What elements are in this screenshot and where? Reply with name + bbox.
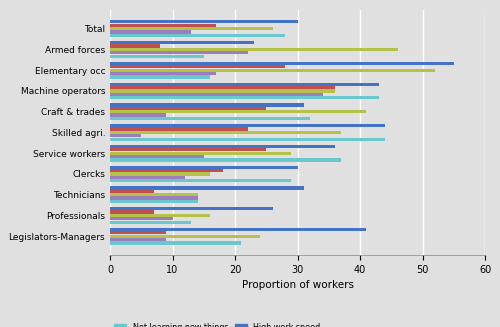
Bar	[110, 165, 298, 169]
Bar	[110, 117, 310, 120]
Bar	[110, 24, 216, 27]
Bar	[110, 34, 285, 37]
Bar	[110, 128, 248, 131]
Bar	[110, 41, 254, 44]
Bar	[110, 48, 398, 51]
Bar	[110, 30, 191, 34]
Bar	[110, 221, 191, 224]
Bar	[110, 179, 291, 182]
Bar	[110, 235, 260, 238]
Bar	[110, 145, 335, 148]
Bar	[110, 131, 341, 134]
Bar	[110, 231, 166, 234]
Legend: Not learning new things, Shift work, Ergonomic demands, High work speed, Low con: Not learning new things, Shift work, Erg…	[114, 323, 320, 327]
Bar	[110, 228, 366, 231]
Bar	[110, 158, 341, 162]
Bar	[110, 152, 291, 155]
Bar	[110, 155, 204, 158]
Bar	[110, 44, 160, 48]
Bar	[110, 241, 241, 245]
Bar	[110, 214, 210, 217]
Bar	[110, 211, 154, 214]
Bar	[110, 197, 198, 200]
Bar	[110, 75, 210, 78]
Bar	[110, 176, 185, 179]
Bar	[110, 65, 285, 68]
Bar	[110, 200, 198, 203]
Bar	[110, 110, 366, 113]
Bar	[110, 103, 304, 107]
Bar	[110, 172, 210, 176]
Bar	[110, 93, 322, 96]
Bar	[110, 124, 385, 127]
Bar	[110, 82, 379, 86]
Bar	[110, 169, 222, 172]
Bar	[110, 190, 154, 193]
Bar	[110, 113, 166, 117]
Bar	[110, 134, 142, 137]
Bar	[110, 217, 172, 220]
X-axis label: Proportion of workers: Proportion of workers	[242, 280, 354, 290]
Bar	[110, 193, 198, 196]
Bar	[110, 86, 335, 89]
Bar	[110, 138, 385, 141]
Bar	[110, 20, 298, 24]
Bar	[110, 69, 435, 72]
Bar	[110, 89, 335, 93]
Bar	[110, 51, 248, 54]
Bar	[110, 72, 216, 75]
Bar	[110, 27, 272, 30]
Bar	[110, 62, 454, 65]
Bar	[110, 186, 304, 190]
Bar	[110, 96, 379, 99]
Bar	[110, 148, 266, 151]
Bar	[110, 55, 204, 58]
Bar	[110, 238, 166, 241]
Bar	[110, 207, 272, 210]
Bar	[110, 107, 266, 110]
